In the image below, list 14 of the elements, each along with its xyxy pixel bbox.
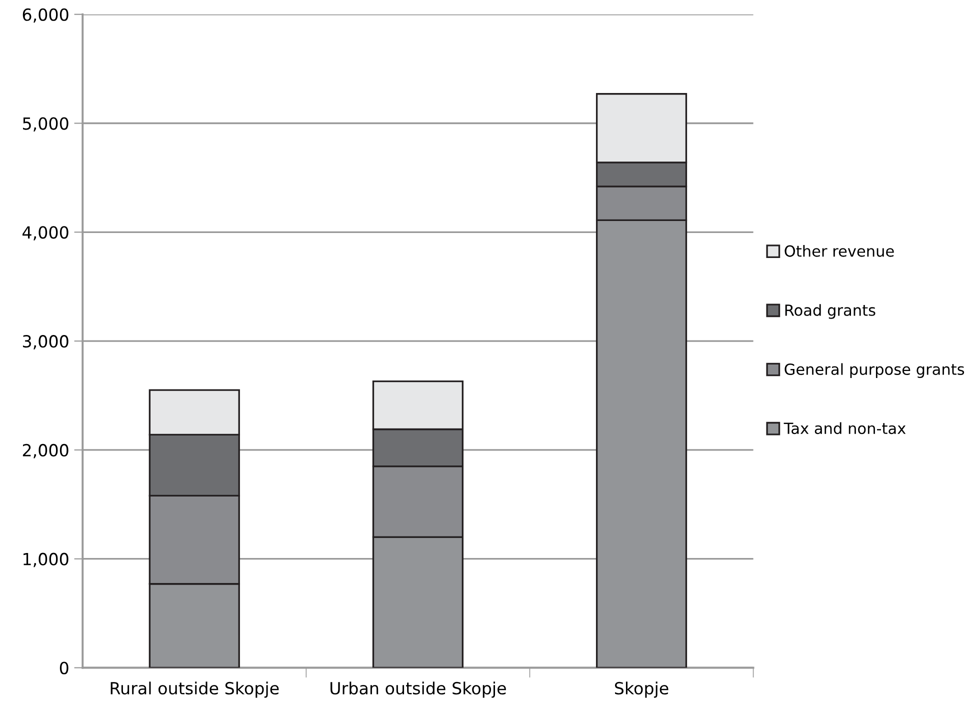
x-tick-label: Rural outside Skopje <box>110 682 279 698</box>
y-tick-label: 5,000 <box>23 117 68 132</box>
legend-label: Other revenue <box>784 245 894 257</box>
legend-label: Tax and non-tax <box>784 422 906 434</box>
x-tick-label: Urban outside Skopje <box>330 682 506 698</box>
y-tick-label: 1,000 <box>24 552 68 568</box>
legend-label: Road grants <box>785 304 876 319</box>
y-tick-label: 0 <box>60 662 68 674</box>
y-tick-label: 3,000 <box>22 335 68 350</box>
y-tick-label: 4,000 <box>22 226 68 240</box>
x-tick-label: Skopje <box>614 682 668 698</box>
legend-label: General purpose grants <box>784 363 964 378</box>
y-tick-label: 2,000 <box>22 444 68 458</box>
y-tick-label: 6,000 <box>22 8 68 23</box>
